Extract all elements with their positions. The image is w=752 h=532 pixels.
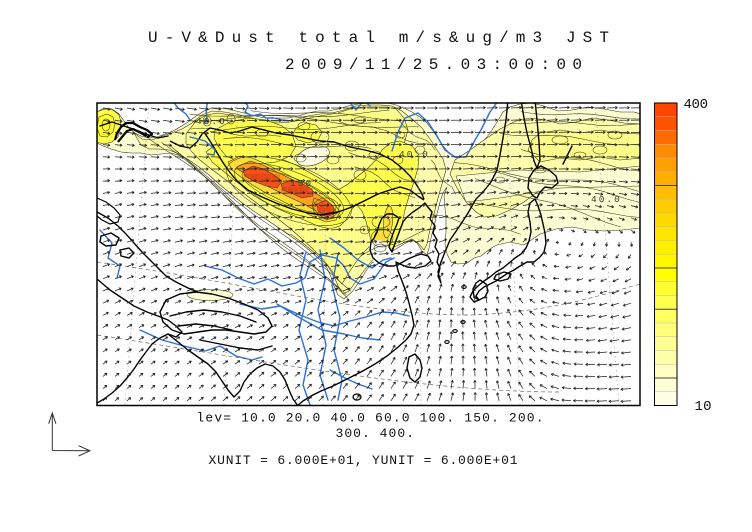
svg-text:40.0: 40.0 xyxy=(591,194,622,205)
svg-text:XUNIT = 6.000E+01, YUNIT = 6.0: XUNIT = 6.000E+01, YUNIT = 6.000E+01 xyxy=(209,453,518,468)
svg-text:40.0: 40.0 xyxy=(399,149,430,160)
svg-text:300. 400.: 300. 400. xyxy=(336,426,415,441)
svg-text:400: 400 xyxy=(684,97,709,113)
svg-text:150: 150 xyxy=(290,178,313,189)
svg-text:40.0: 40.0 xyxy=(196,116,227,127)
svg-text:10: 10 xyxy=(695,399,712,415)
svg-text:lev= 10.0 20.0 40.0 60.0 100.: lev= 10.0 20.0 40.0 60.0 100. 150. 200. xyxy=(197,411,544,426)
